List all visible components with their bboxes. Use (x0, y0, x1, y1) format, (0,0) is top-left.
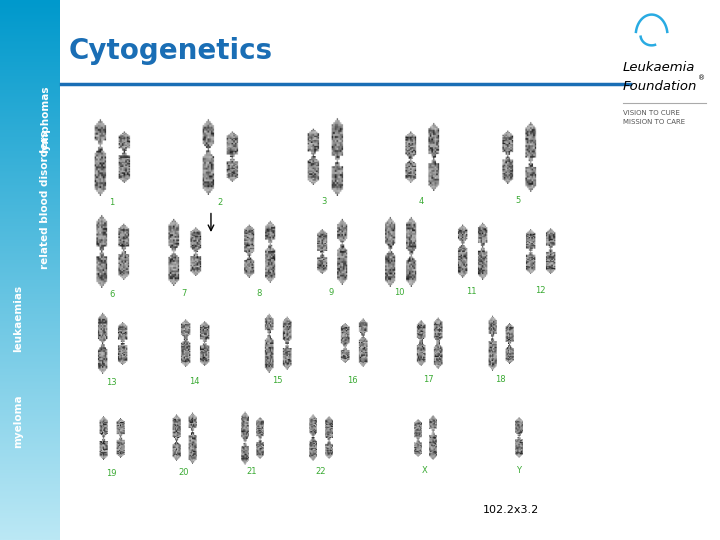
Text: lymphomas: lymphomas (40, 85, 50, 152)
Text: leukaemias: leukaemias (13, 285, 23, 352)
Text: ®: ® (698, 75, 706, 82)
Text: 5: 5 (516, 196, 521, 205)
Text: 16: 16 (348, 376, 358, 385)
Text: MISSION TO CARE: MISSION TO CARE (623, 119, 685, 125)
Text: 22: 22 (315, 467, 325, 476)
Text: Foundation: Foundation (623, 80, 697, 93)
Text: related blood disorders: related blood disorders (40, 131, 50, 269)
Text: Y: Y (516, 465, 521, 475)
Text: VISION TO CURE: VISION TO CURE (623, 110, 680, 117)
Text: 11: 11 (467, 287, 477, 296)
Text: 18: 18 (495, 375, 505, 383)
Text: 15: 15 (272, 376, 282, 386)
Text: 10: 10 (395, 288, 405, 296)
Text: myeloma: myeloma (13, 394, 23, 448)
Text: 20: 20 (179, 468, 189, 477)
Text: 2: 2 (217, 198, 222, 207)
Text: Leukaemia: Leukaemia (623, 61, 696, 74)
Text: X: X (422, 466, 428, 475)
Text: 102.2x3.2: 102.2x3.2 (483, 505, 539, 515)
Text: 21: 21 (247, 467, 257, 476)
Text: 1: 1 (109, 199, 114, 207)
Text: 8: 8 (256, 289, 262, 298)
Text: 19: 19 (107, 469, 117, 477)
Text: 9: 9 (328, 288, 334, 297)
Text: 17: 17 (423, 375, 433, 384)
Text: 3: 3 (321, 197, 327, 206)
Text: 6: 6 (109, 290, 114, 299)
Text: 7: 7 (181, 289, 186, 299)
Text: 14: 14 (189, 377, 199, 386)
Text: 4: 4 (418, 197, 424, 206)
Text: Cytogenetics: Cytogenetics (68, 37, 273, 65)
Text: 13: 13 (107, 377, 117, 387)
Text: 12: 12 (535, 286, 545, 295)
